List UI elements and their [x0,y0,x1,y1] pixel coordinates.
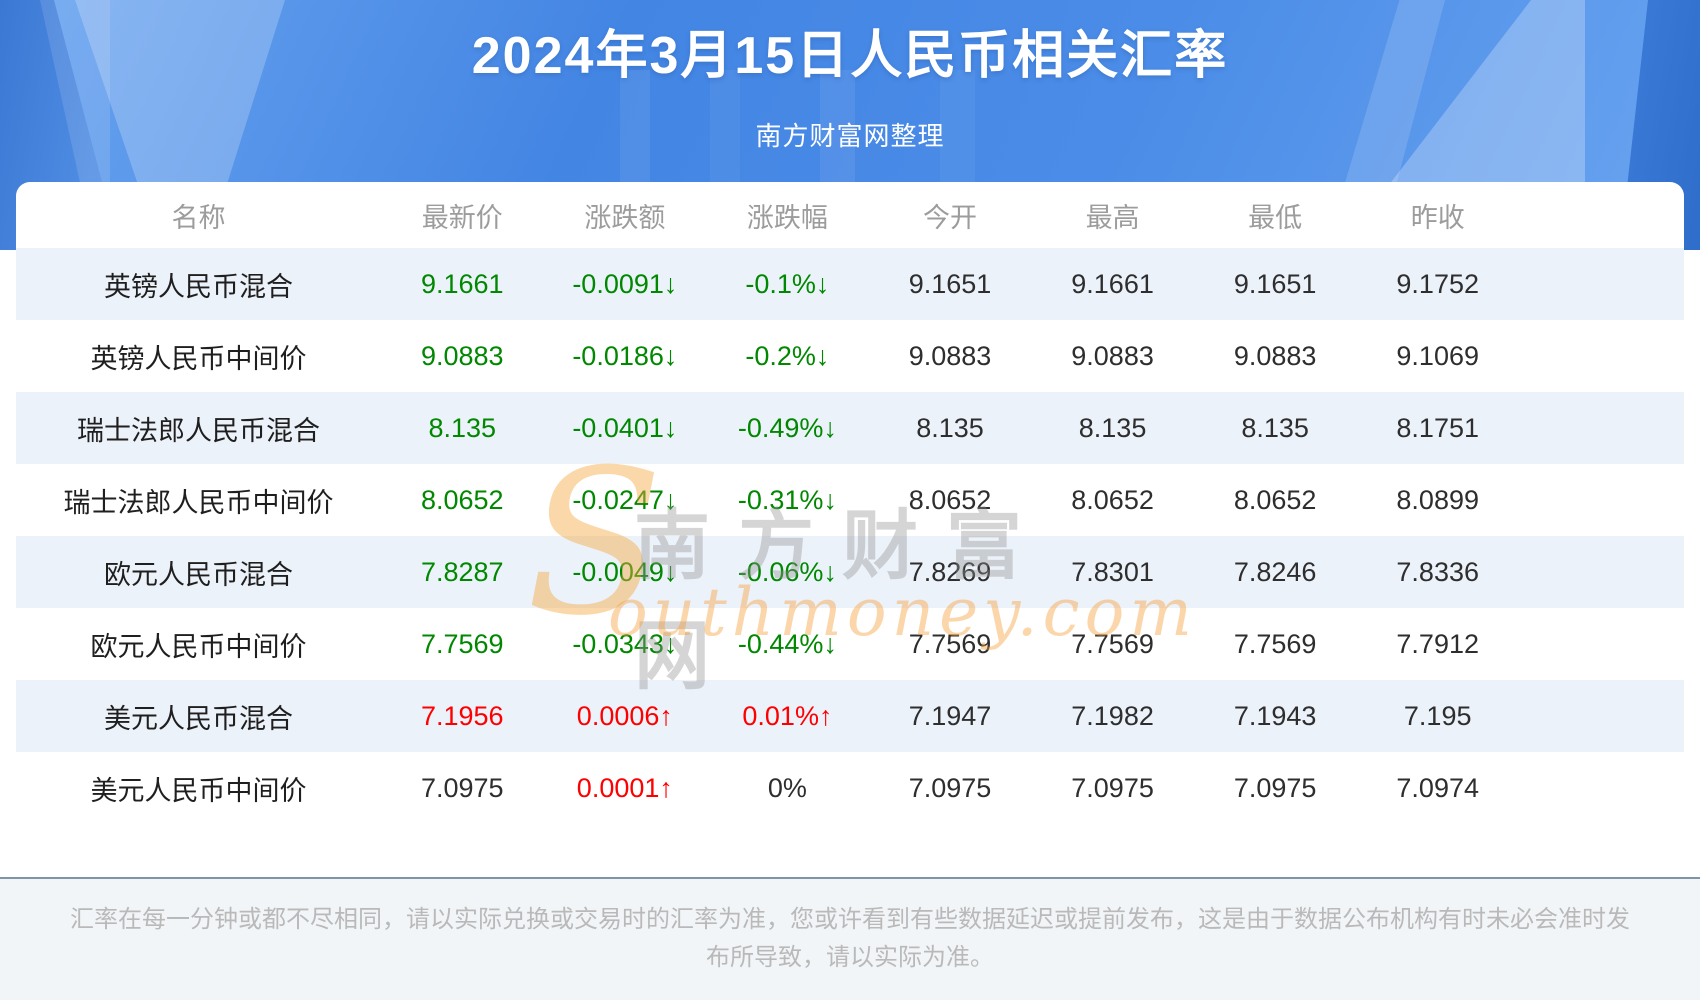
latest-price: 9.1661 [420,268,504,299]
prev-close: 7.0974 [1396,772,1479,803]
low-price: 7.0975 [1233,772,1317,803]
change-percent: 0% [767,772,807,803]
rate-name: 美元人民币中间价 [90,775,307,806]
low-price: 7.7569 [1233,628,1317,659]
page-subtitle: 南方财富网整理 [755,121,945,151]
change-amount: -0.0343↓ [572,628,678,659]
column-header-pct: 涨跌幅 [746,202,828,233]
prev-close: 7.8336 [1396,556,1479,587]
table-row: 欧元人民币混合 7.8287 -0.0049↓ -0.06%↓ 7.8269 7… [16,536,1684,608]
today-open: 8.0652 [908,484,992,515]
rate-name: 欧元人民币混合 [104,559,293,590]
column-header-high: 最高 [1085,202,1140,233]
change-percent: -0.31%↓ [737,484,837,515]
change-percent: -0.44%↓ [737,628,837,659]
table-row: 英镑人民币中间价 9.0883 -0.0186↓ -0.2%↓ 9.0883 9… [16,320,1684,392]
latest-price: 7.1956 [420,700,504,731]
latest-price: 8.0652 [420,484,504,515]
latest-price: 7.0975 [420,772,504,803]
today-open: 9.1651 [908,268,992,299]
table-row: 瑞士法郎人民币混合 8.135 -0.0401↓ -0.49%↓ 8.135 8… [16,392,1684,464]
table-row: 瑞士法郎人民币中间价 8.0652 -0.0247↓ -0.31%↓ 8.065… [16,464,1684,536]
high-price: 7.8301 [1071,556,1154,587]
table-row: 英镑人民币混合 9.1661 -0.0091↓ -0.1%↓ 9.1651 9.… [16,248,1684,320]
high-price: 9.1661 [1071,268,1154,299]
low-price: 7.8246 [1233,556,1317,587]
table-body: 英镑人民币混合 9.1661 -0.0091↓ -0.1%↓ 9.1651 9.… [16,248,1684,824]
low-price: 7.1943 [1233,700,1317,731]
page-title: 2024年3月15日人民币相关汇率 [471,27,1229,85]
column-header-latest: 最新价 [421,202,503,233]
change-amount: -0.0186↓ [572,340,678,371]
rates-panel: 名称 最新价 涨跌额 涨跌幅 今开 最高 最低 昨收 英镑人民币混合 9.166… [16,182,1684,877]
high-price: 7.1982 [1071,700,1154,731]
change-percent: -0.06%↓ [737,556,837,587]
today-open: 7.1947 [908,700,992,731]
rate-name: 欧元人民币中间价 [90,631,307,662]
table-row: 美元人民币混合 7.1956 0.0006↑ 0.01%↑ 7.1947 7.1… [16,680,1684,752]
change-percent: 0.01%↑ [742,700,833,731]
rate-name: 美元人民币混合 [104,703,293,734]
prev-close: 8.0899 [1396,484,1479,515]
rate-name: 瑞士法郎人民币中间价 [63,487,334,518]
today-open: 7.7569 [908,628,992,659]
table-row: 欧元人民币中间价 7.7569 -0.0343↓ -0.44%↓ 7.7569 … [16,608,1684,680]
latest-price: 7.8287 [420,556,504,587]
prev-close: 8.1751 [1396,412,1479,443]
high-price: 8.135 [1078,412,1147,443]
today-open: 7.8269 [908,556,992,587]
change-amount: -0.0049↓ [572,556,678,587]
column-header-low: 最低 [1248,202,1303,233]
rate-name: 英镑人民币中间价 [90,343,307,374]
change-amount: 0.0006↑ [576,700,673,731]
prev-close: 7.195 [1403,700,1472,731]
latest-price: 8.135 [428,412,497,443]
high-price: 7.7569 [1071,628,1154,659]
prev-close: 7.7912 [1396,628,1479,659]
today-open: 7.0975 [908,772,992,803]
rate-name: 瑞士法郎人民币混合 [77,415,320,446]
latest-price: 9.0883 [420,340,504,371]
disclaimer-text: 汇率在每一分钟或都不尽相同，请以实际兑换或交易时的汇率为准，您或许看到有些数据延… [70,906,1630,971]
today-open: 8.135 [916,412,984,443]
latest-price: 7.7569 [420,628,504,659]
change-percent: -0.2%↓ [745,340,830,371]
high-price: 8.0652 [1071,484,1154,515]
column-header-change: 涨跌额 [584,202,666,233]
table-header-row: 名称 最新价 涨跌额 涨跌幅 今开 最高 最低 昨收 [16,182,1684,248]
column-header-name: 名称 [171,202,226,233]
change-amount: 0.0001↑ [576,772,673,803]
prev-close: 9.1752 [1396,268,1479,299]
high-price: 9.0883 [1071,340,1154,371]
change-percent: -0.49%↓ [737,412,837,443]
column-header-open: 今开 [922,202,977,233]
today-open: 9.0883 [908,340,992,371]
change-percent: -0.1%↓ [745,268,830,299]
low-price: 8.135 [1241,412,1309,443]
table-row: 美元人民币中间价 7.0975 0.0001↑ 0% 7.0975 7.0975… [16,752,1684,824]
high-price: 7.0975 [1071,772,1154,803]
low-price: 8.0652 [1233,484,1317,515]
rate-name: 英镑人民币混合 [104,271,293,302]
change-amount: -0.0401↓ [572,412,678,443]
change-amount: -0.0091↓ [572,268,678,299]
column-header-prev: 昨收 [1410,202,1465,233]
low-price: 9.1651 [1233,268,1317,299]
prev-close: 9.1069 [1396,340,1479,371]
low-price: 9.0883 [1233,340,1317,371]
page-footer: 汇率在每一分钟或都不尽相同，请以实际兑换或交易时的汇率为准，您或许看到有些数据延… [0,877,1700,1000]
change-amount: -0.0247↓ [572,484,678,515]
